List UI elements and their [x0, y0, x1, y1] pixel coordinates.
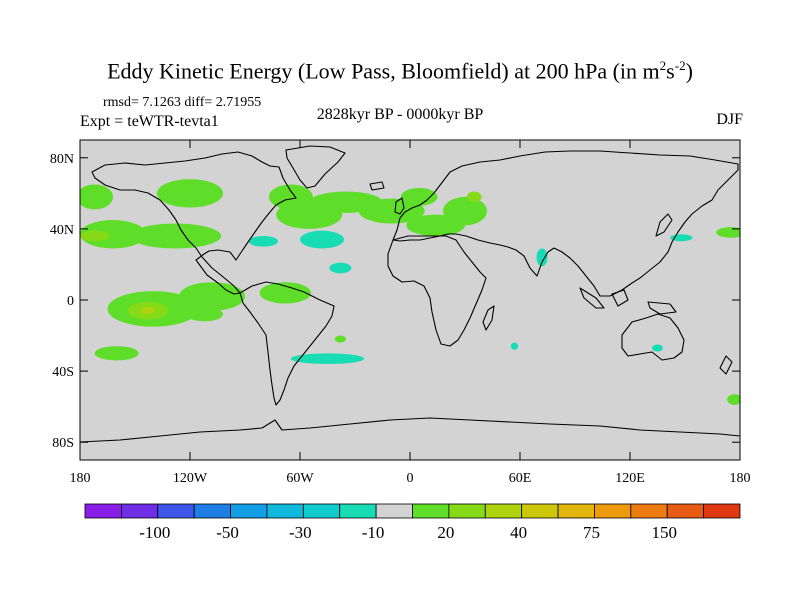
coastline-australia: [621, 313, 685, 361]
x-tick-label-2: 60W: [286, 471, 314, 486]
coastlines: [80, 145, 740, 443]
anomaly-region-19: [259, 282, 312, 304]
season-label: DJF: [716, 111, 743, 128]
y-tick-label-4: 80S: [52, 436, 74, 451]
colorbar-label-7: 150: [651, 523, 677, 542]
anomaly-region-3: [80, 184, 113, 210]
anomaly-region-24: [300, 230, 344, 249]
anomaly-region-4: [157, 179, 223, 208]
anomaly-region-11: [406, 214, 465, 236]
x-tick-label-4: 60E: [509, 471, 532, 486]
coastline-japan: [655, 213, 673, 237]
coastline-greenland: [285, 145, 346, 189]
x-tick-label-6: 180: [730, 471, 751, 486]
x-tick-label-3: 0: [407, 471, 414, 486]
anomaly-region-18: [186, 307, 224, 322]
colorbar-swatch-15: [630, 503, 668, 519]
colorbar-swatch-13: [557, 503, 595, 519]
y-tick-label-3: 40S: [52, 365, 74, 380]
anomaly-region-8: [358, 198, 425, 224]
coastline-new-guinea: [647, 301, 677, 315]
stats-text: rmsd= 7.1263 diff= 2.71955: [103, 95, 262, 110]
anomaly-region-0: [80, 220, 146, 249]
anomaly-region-26: [290, 353, 365, 364]
x-tick-label-5: 120E: [615, 471, 645, 486]
colorbar-label-0: -100: [139, 523, 170, 542]
anomaly-region-25: [329, 262, 352, 274]
colorbar-swatch-4: [230, 503, 268, 519]
colorbar-swatch-6: [302, 503, 341, 519]
y-tick-label-2: 0: [67, 294, 74, 309]
title-main: Eddy Kinetic Energy (Low Pass, Bloomfiel…: [107, 58, 660, 84]
experiment-label: Expt = teWTR-tevta1: [80, 113, 219, 130]
colorbar-swatch-14: [594, 503, 632, 519]
colorbar-swatch-17: [703, 503, 741, 519]
colorbar-swatch-0: [84, 503, 122, 519]
colorbar-swatch-11: [484, 503, 523, 519]
colorbar-swatch-5: [266, 503, 304, 519]
anomaly-region-1: [80, 230, 110, 242]
title-mid: s: [666, 58, 675, 84]
colorbar-label-3: -10: [362, 523, 385, 542]
colorbar-swatch-9: [412, 503, 450, 519]
colorbar: -100 -50 -30 -10 20 40 75 150: [84, 503, 741, 542]
anomaly-region-29: [652, 344, 663, 352]
coastline-south-america: [239, 281, 335, 406]
anomaly-region-2: [129, 223, 222, 249]
colorbar-swatch-8: [375, 503, 413, 519]
colorbar-label-5: 40: [510, 523, 527, 542]
anomaly-region-16: [179, 282, 245, 311]
colorbar-swatch-16: [666, 503, 705, 519]
colorbar-label-1: -50: [216, 523, 239, 542]
anomaly-region-22: [727, 394, 740, 405]
coastline-madagascar: [482, 305, 495, 331]
anomaly-region-12: [466, 191, 482, 203]
title-sup-1: 2: [659, 58, 667, 73]
coastline-iceland: [369, 181, 385, 191]
coastline-new-zealand: [719, 355, 733, 375]
coastline-borneo: [611, 289, 629, 307]
anomaly-region-9: [400, 188, 438, 206]
anomaly-region-27: [536, 248, 548, 267]
x-tick-label-1: 120W: [173, 471, 208, 486]
colorbar-swatch-3: [193, 503, 231, 519]
x-tick-label-0: 180: [70, 471, 91, 486]
colorbar-label-2: -30: [289, 523, 312, 542]
colorbar-label-4: 20: [437, 523, 454, 542]
y-tick-label-0: 80N: [50, 152, 74, 167]
coastline-sumatra: [579, 287, 605, 309]
anomaly-region-21: [716, 227, 740, 238]
coastline-north-america: [91, 151, 297, 295]
colorbar-swatch-10: [448, 503, 486, 519]
anomaly-region-20: [334, 335, 346, 343]
coastline-uk: [394, 197, 405, 215]
anomaly-region-23: [248, 236, 278, 247]
anomaly-region-15: [140, 307, 156, 315]
y-tick-label-1: 40N: [50, 223, 74, 238]
title-end: ): [685, 58, 693, 84]
title-sup-2: -2: [674, 58, 686, 73]
colorbar-swatch-12: [521, 503, 559, 519]
chart-title: Eddy Kinetic Energy (Low Pass, Bloomfiel…: [0, 58, 800, 84]
anomaly-region-30: [510, 342, 519, 350]
coastline-eurasia: [392, 150, 739, 297]
anomaly-region-17: [94, 346, 139, 361]
period-label: 2828kyr BP - 0000kyr BP: [316, 106, 484, 123]
colorbar-label-6: 75: [583, 523, 600, 542]
colorbar-swatch-2: [157, 503, 195, 519]
coastline-africa: [387, 235, 487, 347]
anomaly-fields: [80, 179, 740, 405]
colorbar-swatch-7: [339, 503, 377, 519]
colorbar-swatch-1: [120, 503, 159, 519]
coastline-antarctica: [80, 417, 740, 443]
axis-ticks: 180 120W 60W 0 60E 120E 180 80N 40N 0 40S 80S: [50, 140, 751, 486]
